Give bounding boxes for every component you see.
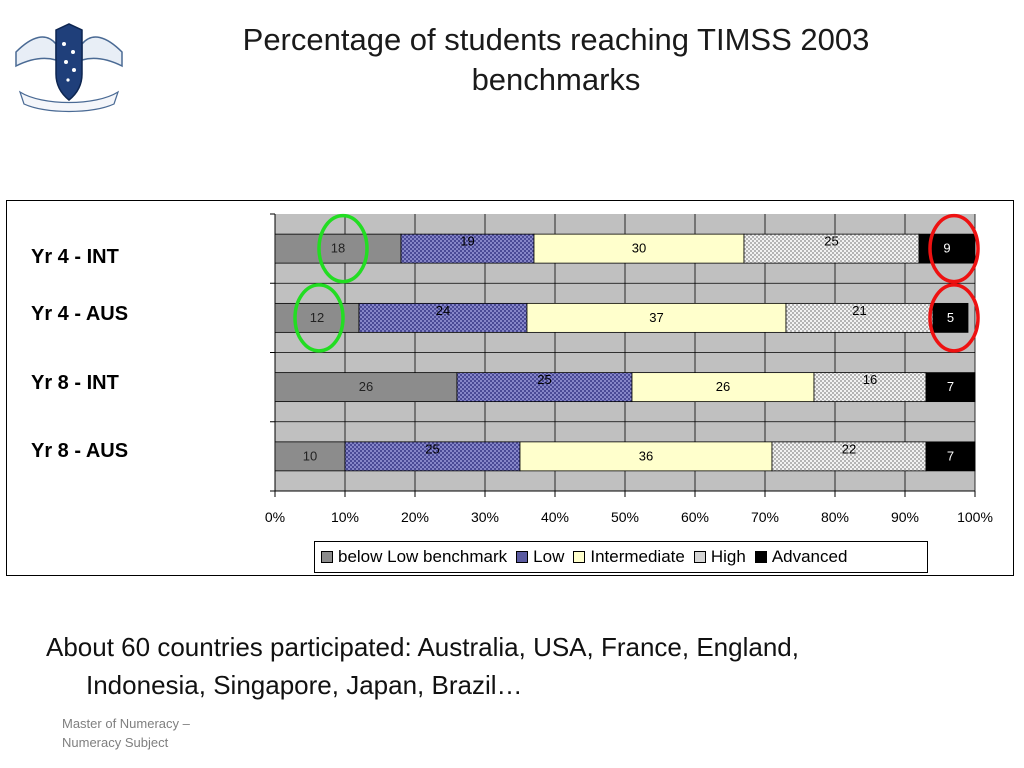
- data-label-below-low-benchmark-yr-8-int: 26: [359, 379, 373, 394]
- data-label-advanced-yr-8-int: 7: [947, 379, 954, 394]
- university-crest-logo: [15, 23, 123, 113]
- data-label-intermediate-yr-4-aus: 37: [649, 310, 663, 325]
- bar-intermediate-yr-8-int: [631, 372, 815, 403]
- bar-intermediate-yr-4-aus: [526, 302, 787, 333]
- data-label-high-yr-8-aus: 22: [842, 441, 856, 456]
- data-label-below-low-benchmark-yr-8-aus: 10: [303, 448, 317, 463]
- bar-below-low-benchmark-yr-4-aus: [274, 302, 360, 333]
- x-tick-label: 80%: [821, 509, 849, 525]
- bar-below-low-benchmark-yr-4-int: [274, 233, 402, 264]
- legend-item-advanced: Advanced: [754, 547, 848, 567]
- data-label-intermediate-yr-8-int: 26: [716, 379, 730, 394]
- footer-line-2: Numeracy Subject: [62, 735, 169, 750]
- highlight-circle-below-low-benchmark-yr-4-aus: [293, 283, 345, 353]
- bar-intermediate-yr-4-int: [533, 233, 745, 264]
- footer-line-1: Master of Numeracy –: [62, 716, 190, 731]
- category-label-yr8-int: Yr 8 - INT: [31, 372, 119, 394]
- data-label-intermediate-yr-8-aus: 36: [639, 448, 653, 463]
- data-label-advanced-yr-4-aus: 5: [947, 310, 954, 325]
- highlight-circle-advanced-yr-4-int: [928, 213, 980, 284]
- legend-swatch-advanced: [754, 551, 767, 563]
- bar-low-yr-8-int: [456, 372, 633, 403]
- legend-label-advanced: Advanced: [771, 547, 848, 566]
- x-tick-label: 0%: [265, 509, 285, 525]
- highlight-circle-below-low-benchmark-yr-4-int: [317, 213, 369, 284]
- body-text: About 60 countries participated: Austral…: [46, 628, 1006, 704]
- bar-intermediate-yr-8-aus: [519, 441, 773, 472]
- x-tick-label: 30%: [471, 509, 499, 525]
- highlight-circle-advanced-yr-4-aus: [928, 283, 980, 353]
- bar-high-yr-8-aus: [771, 441, 927, 472]
- data-label-high-yr-4-int: 25: [824, 234, 838, 249]
- chart-legend: below Low benchmark Low Intermediate Hig…: [314, 541, 928, 573]
- data-label-advanced-yr-8-aus: 7: [947, 448, 954, 463]
- data-label-low-yr-4-int: 19: [460, 234, 474, 249]
- legend-label-high: High: [710, 547, 746, 566]
- bar-low-yr-4-aus: [358, 302, 528, 333]
- x-tick-label: 50%: [611, 509, 639, 525]
- legend-swatch-intermediate: [573, 551, 586, 563]
- data-label-intermediate-yr-4-int: 30: [632, 241, 646, 256]
- legend-item-below-low: below Low benchmark: [321, 547, 507, 567]
- body-text-line-1: About 60 countries participated: Austral…: [46, 632, 799, 662]
- bar-high-yr-8-int: [813, 372, 927, 403]
- data-label-high-yr-4-aus: 21: [852, 303, 866, 318]
- category-label-yr8-aus: Yr 8 - AUS: [31, 440, 129, 462]
- data-label-high-yr-8-int: 16: [863, 372, 877, 387]
- legend-label-low: Low: [533, 547, 565, 566]
- bar-below-low-benchmark-yr-8-aus: [274, 441, 346, 472]
- legend-label-intermediate: Intermediate: [590, 547, 685, 566]
- legend-item-high: High: [693, 547, 746, 567]
- x-tick-label: 10%: [331, 509, 359, 525]
- body-text-line-2: Indonesia, Singapore, Japan, Brazil…: [86, 670, 523, 700]
- data-label-advanced-yr-4-int: 9: [943, 241, 950, 256]
- x-tick-label: 20%: [401, 509, 429, 525]
- data-label-below-low-benchmark-yr-4-aus: 12: [310, 310, 324, 325]
- bar-high-yr-4-aus: [785, 302, 934, 333]
- x-tick-label: 40%: [541, 509, 569, 525]
- data-label-low-yr-8-aus: 25: [425, 441, 439, 456]
- bar-advanced-yr-8-aus: [925, 441, 976, 472]
- footer-text: Master of Numeracy – Numeracy Subject: [62, 714, 262, 752]
- category-label-yr4-aus: Yr 4 - AUS: [31, 303, 129, 325]
- bar-below-low-benchmark-yr-8-int: [274, 372, 458, 403]
- bar-low-yr-4-int: [400, 233, 535, 264]
- legend-swatch-low: [516, 551, 529, 563]
- x-tick-label: 100%: [957, 509, 993, 525]
- legend-swatch-high: [693, 551, 706, 563]
- data-label-low-yr-8-int: 25: [537, 372, 551, 387]
- bar-advanced-yr-8-int: [925, 372, 976, 403]
- legend-swatch-below-low: [321, 551, 333, 563]
- legend-item-intermediate: Intermediate: [573, 547, 685, 567]
- x-tick-label: 90%: [891, 509, 919, 525]
- bar-advanced-yr-4-aus: [932, 302, 969, 333]
- data-label-below-low-benchmark-yr-4-int: 18: [331, 241, 345, 256]
- legend-item-low: Low: [516, 547, 564, 567]
- legend-label-below-low: below Low benchmark: [338, 547, 508, 566]
- slide-title: Percentage of students reaching TIMSS 20…: [242, 22, 870, 97]
- x-tick-label: 60%: [681, 509, 709, 525]
- category-label-yr4-int: Yr 4 - INT: [31, 246, 119, 268]
- bar-high-yr-4-int: [743, 233, 920, 264]
- x-tick-label: 70%: [751, 509, 779, 525]
- data-label-low-yr-4-aus: 24: [436, 303, 450, 318]
